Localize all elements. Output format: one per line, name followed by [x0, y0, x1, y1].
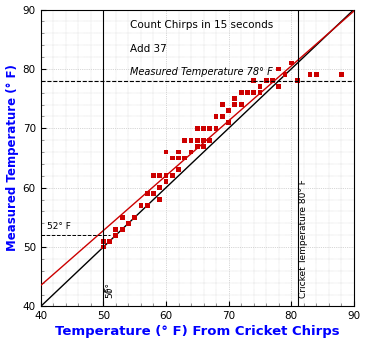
Point	[276, 66, 282, 72]
Point	[313, 72, 319, 78]
Text: 50°: 50°	[105, 281, 114, 298]
Point	[207, 137, 213, 143]
Point	[194, 143, 200, 149]
Point	[163, 179, 169, 184]
Point	[132, 215, 138, 220]
Point	[282, 72, 288, 78]
Point	[150, 173, 156, 179]
Point	[238, 102, 244, 107]
Point	[220, 102, 225, 107]
Point	[339, 72, 344, 78]
Point	[126, 221, 131, 226]
Point	[113, 226, 119, 232]
Point	[144, 191, 150, 196]
Point	[232, 96, 238, 101]
Point	[194, 126, 200, 131]
Point	[251, 78, 257, 84]
Point	[244, 90, 250, 95]
Point	[188, 137, 194, 143]
Point	[107, 238, 112, 244]
Point	[100, 244, 106, 250]
Point	[169, 155, 175, 161]
Point	[182, 137, 188, 143]
Text: Measured Temperature 78° F: Measured Temperature 78° F	[130, 67, 273, 77]
Point	[226, 120, 232, 125]
Point	[232, 102, 238, 107]
Point	[113, 233, 119, 238]
Point	[201, 143, 206, 149]
X-axis label: Temperature (° F) From Cricket Chirps: Temperature (° F) From Cricket Chirps	[55, 325, 340, 338]
Text: 52° F: 52° F	[47, 222, 71, 231]
Point	[226, 108, 232, 113]
Point	[100, 238, 106, 244]
Point	[269, 78, 275, 84]
Point	[194, 137, 200, 143]
Point	[144, 203, 150, 208]
Point	[220, 114, 225, 119]
Point	[119, 215, 125, 220]
Text: Add 37: Add 37	[130, 44, 167, 54]
Point	[188, 149, 194, 155]
Point	[163, 149, 169, 155]
Text: Count Chirps in 15 seconds: Count Chirps in 15 seconds	[130, 20, 273, 30]
Point	[257, 84, 263, 89]
Point	[295, 78, 300, 84]
Point	[176, 167, 182, 173]
Point	[276, 84, 282, 89]
Point	[176, 149, 182, 155]
Point	[182, 155, 188, 161]
Point	[263, 78, 269, 84]
Point	[163, 173, 169, 179]
Point	[176, 155, 182, 161]
Point	[238, 90, 244, 95]
Point	[169, 173, 175, 179]
Text: F: F	[105, 287, 114, 298]
Point	[157, 173, 163, 179]
Point	[119, 226, 125, 232]
Point	[138, 203, 144, 208]
Point	[201, 126, 206, 131]
Point	[201, 137, 206, 143]
Point	[207, 126, 213, 131]
Y-axis label: Measured Temperature (° F): Measured Temperature (° F)	[5, 65, 19, 251]
Point	[288, 60, 294, 66]
Text: Cricket Temperature 80° F: Cricket Temperature 80° F	[299, 179, 309, 298]
Point	[157, 197, 163, 202]
Point	[257, 90, 263, 95]
Point	[307, 72, 313, 78]
Point	[213, 126, 219, 131]
Point	[251, 90, 257, 95]
Point	[157, 185, 163, 191]
Point	[150, 191, 156, 196]
Point	[213, 114, 219, 119]
